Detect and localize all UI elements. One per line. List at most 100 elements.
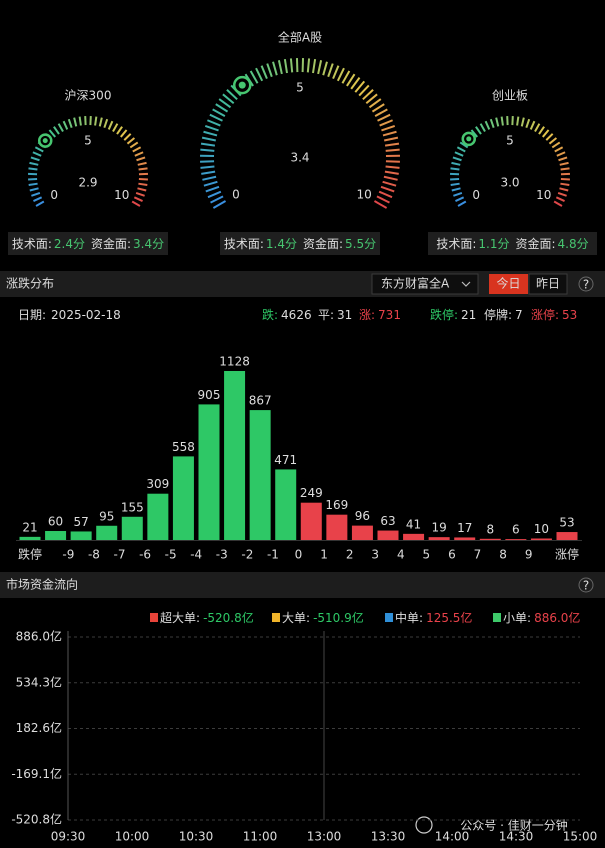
legend-swatch [385,613,393,622]
gauge-tick [28,182,38,187]
bar [19,536,41,540]
legend-item: 超大单: -520.8亿 [160,610,254,625]
bar [45,531,67,540]
legend-total: -520.8亿 [203,610,254,625]
gauge-tick [249,70,259,84]
stat: 跌停: 21 [430,307,476,322]
yesterday-tab[interactable] [528,273,568,295]
x-tick-label: 9 [525,548,533,562]
gauge-tick [495,117,500,127]
y-tick-label: -520.8亿 [11,812,62,827]
watermark-icon [415,816,433,834]
gauge-tick [382,180,397,187]
gauge-tick [560,182,570,187]
stat: 平: 31 [318,308,352,322]
today-tab[interactable] [489,274,528,294]
legend-sep: : [196,611,200,625]
x-tick-label: 2 [346,548,354,562]
gauge-tick [358,84,370,97]
bar [530,538,552,540]
gauge-tick [137,187,147,192]
stat-value: 21 [461,308,476,322]
gauge-scale-label: 5 [296,81,304,95]
today-label: 今日 [496,276,520,291]
gauge-tick [201,136,217,142]
gauge-tick [35,200,45,207]
bar [300,502,322,540]
gauge-tick [525,118,531,129]
footer-label: 技术面: [436,237,476,251]
gauge-value: 3.4 [290,151,309,165]
bar-value-label: 169 [325,498,348,512]
legend-swatch [272,613,280,622]
gauge-tick [226,89,238,101]
x-tick-label: 09:30 [51,830,86,844]
gauge-scale-label: 0 [232,188,240,202]
gauge-scale-label: 10 [114,188,129,202]
gauge-tick [475,126,482,135]
source-label: 东方财富全A [381,276,450,291]
x-tick-label: 7 [474,548,482,562]
gauge-tick [138,177,148,181]
bar [454,537,476,540]
stat: 涨: 731 [359,307,401,322]
gauge-tick [382,130,397,137]
gauge-marker-dot [238,81,246,89]
gauge-tick [374,108,388,118]
bar [403,533,425,540]
gauge-tick [107,120,114,130]
gauge-tick [306,58,311,73]
gauge-tick [551,141,561,149]
gauge-tick [202,175,217,181]
help-icon[interactable] [578,276,594,292]
bar [326,514,348,540]
gauge-tick [545,133,554,141]
gauge-tick [452,156,462,162]
gauge-tick [312,58,317,74]
stat-value: 731 [378,308,401,322]
section-title: 市场资金流向 [6,577,78,592]
bar [172,456,194,540]
bar-value-label: 8 [486,522,494,536]
gauge-tick [129,141,139,149]
help-label: ? [583,579,589,593]
gauge-marker [37,133,53,148]
gauge-tick [542,129,550,138]
stat-label: 涨: [359,307,375,322]
gauge-marker-dot [466,136,472,142]
x-tick-label: 14:00 [435,830,470,844]
gauge-tick [135,191,145,197]
gauge-tick [560,167,570,171]
gauge-tick [317,60,323,75]
gauge-tick [341,70,351,84]
bar [198,404,220,540]
x-tick-label: 涨停 [555,547,579,562]
gauge-tick [289,58,294,73]
help-icon[interactable] [578,577,594,593]
section-title: 涨跌分布 [6,276,54,291]
footer-value: 5.5分 [345,237,376,251]
gauge-tick [529,120,536,130]
x-tick-label: -7 [114,548,126,562]
legend-name: 中单 [395,610,419,625]
gauge-tick [207,190,222,199]
x-tick-label: -8 [88,548,100,562]
gauge-tick [346,73,356,87]
bar [275,469,297,540]
gauge-tick [548,137,558,145]
gauge-tick [29,187,39,192]
gauge-tick [112,123,119,133]
gauge-tick [455,196,465,202]
legend-name: 大单 [282,611,306,625]
gauge-tick [383,136,399,142]
gauge-tick [131,200,141,207]
x-tick-label: -9 [62,548,74,562]
gauge-tick [28,177,38,181]
x-tick-label: 8 [499,548,507,562]
footer-value: 3.4分 [133,237,164,251]
source-dropdown[interactable] [371,273,479,295]
bar-value-label: 867 [249,394,272,408]
gauge-tick [29,161,39,166]
